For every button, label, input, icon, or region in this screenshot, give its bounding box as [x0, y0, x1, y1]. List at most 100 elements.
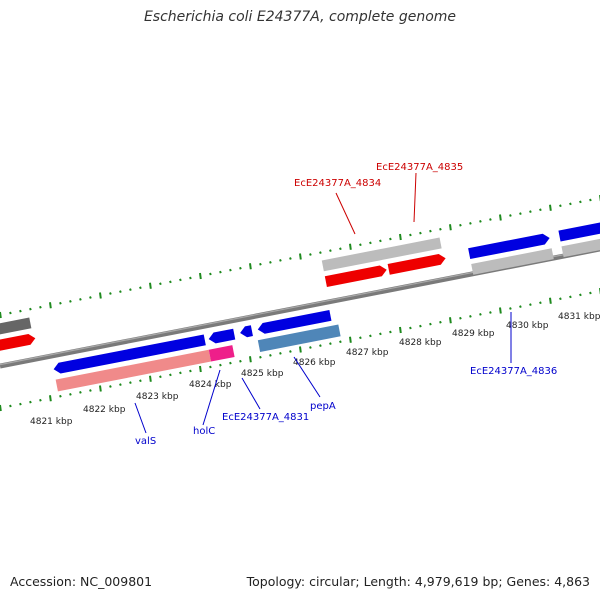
upper-tick [229, 268, 232, 272]
upper-tick [109, 292, 112, 295]
lower-tick [0, 404, 2, 412]
tick-track-upper [0, 195, 600, 319]
gene-feature-EcE24377A_4836[interactable] [468, 233, 551, 260]
upper-tick [439, 227, 442, 231]
upper-tick [569, 202, 572, 206]
feature-row-lower [53, 309, 341, 392]
upper-tick [199, 272, 202, 280]
lower-tick [379, 332, 382, 336]
lower-tick [339, 340, 342, 344]
lower-tick [389, 330, 392, 334]
upper-tick [189, 276, 192, 280]
lower-tick [409, 326, 412, 330]
lower-tick [89, 389, 92, 392]
upper-tick [559, 204, 562, 208]
lower-tick [39, 398, 42, 402]
cds-feature-right[interactable] [561, 232, 600, 258]
gene-label-leaders [134, 172, 512, 434]
lower-tick [79, 391, 82, 394]
upper-tick [589, 198, 592, 202]
lower-tick [499, 307, 502, 314]
upper-tick [409, 233, 412, 237]
gene-label-EcE24377A_4836[interactable]: EcE24377A_4836 [470, 366, 557, 377]
lower-tick [529, 303, 532, 307]
upper-tick [0, 311, 2, 319]
lower-tick [429, 322, 432, 326]
gene-feature-dark[interactable] [0, 317, 32, 338]
kbp-label: 4825 kbp [241, 369, 284, 379]
cds-feature-holC[interactable] [208, 345, 235, 362]
kbp-label: 4830 kbp [506, 321, 549, 331]
upper-tick [249, 263, 252, 270]
lower-tick [259, 355, 262, 359]
lower-tick [29, 400, 32, 404]
upper-tick [339, 247, 342, 251]
genome-title: Escherichia coli E24377A, complete genom… [143, 9, 457, 25]
cds-feature-valS[interactable] [55, 349, 212, 392]
upper-tick [359, 243, 362, 247]
leader-line-valS [134, 402, 147, 434]
lower-tick [229, 361, 232, 365]
leader-line-pepA [293, 356, 321, 398]
lower-tick [509, 307, 512, 310]
lower-tick [139, 379, 142, 383]
upper-tick [389, 237, 392, 241]
upper-tick [519, 212, 522, 215]
leader-line-4834 [335, 192, 356, 235]
upper-tick [429, 229, 432, 233]
kbp-label: 4823 kbp [136, 392, 179, 402]
upper-tick [19, 309, 22, 313]
upper-tick [79, 298, 82, 301]
upper-tick [319, 251, 322, 254]
lower-tick [269, 353, 272, 357]
lower-tick [329, 342, 332, 346]
upper-tick [219, 270, 222, 274]
upper-tick [329, 249, 332, 253]
gene-feature-right-blue[interactable] [558, 217, 600, 242]
gene-feature-red[interactable] [0, 333, 36, 354]
cds-feature-EcE24377A_4836[interactable] [471, 248, 554, 275]
kbp-label-group: 4821 kbp 4822 kbp 4823 kbp 4824 kbp 4825 kbp… [30, 312, 600, 427]
upper-tick [379, 239, 382, 243]
lower-tick [569, 295, 572, 299]
lower-tick [559, 297, 562, 301]
gene-label-valS[interactable]: valS [135, 436, 156, 447]
accession-text: Accession: NC_009801 [10, 574, 153, 589]
gene-feature-holC[interactable] [208, 328, 236, 345]
upper-tick [489, 218, 492, 221]
gene-label-pepA[interactable]: pepA [310, 401, 336, 412]
gene-feature-small[interactable] [239, 325, 253, 338]
upper-tick [269, 260, 272, 264]
gene-feature-EcE24377A_4835[interactable] [387, 253, 447, 275]
upper-tick [529, 210, 532, 214]
lower-tick [369, 334, 372, 338]
lower-tick [119, 383, 122, 386]
upper-tick [539, 208, 542, 212]
gene-label-holC[interactable]: holC [193, 426, 215, 437]
gene-feature-pepA[interactable] [257, 309, 332, 335]
lower-tick [9, 404, 12, 408]
upper-tick [179, 278, 182, 282]
leader-line-4831 [241, 377, 261, 410]
lower-tick [69, 392, 72, 396]
gene-label-EcE24377A_4834[interactable]: EcE24377A_4834 [294, 178, 381, 189]
lower-tick [59, 394, 62, 398]
lower-tick [209, 365, 212, 369]
gene-label-EcE24377A_4831[interactable]: EcE24377A_4831 [222, 412, 309, 423]
lower-tick [419, 324, 422, 328]
upper-tick [159, 282, 162, 286]
lower-tick [479, 313, 482, 316]
upper-tick [299, 253, 302, 260]
gene-feature-EcE24377A_4834[interactable] [324, 264, 388, 287]
lower-tick [579, 293, 582, 297]
upper-tick [139, 286, 142, 290]
cds-feature-pepA[interactable] [257, 324, 341, 352]
upper-tick [169, 280, 172, 284]
lower-tick [469, 314, 472, 318]
upper-tick [239, 266, 242, 270]
gene-feature-valS[interactable] [53, 334, 206, 374]
cds-feature-EcE24377A_4834[interactable] [321, 237, 442, 272]
genome-summary-text: Topology: circular; Length: 4,979,619 bp… [246, 574, 590, 589]
gene-label-EcE24377A_4835[interactable]: EcE24377A_4835 [376, 162, 463, 173]
